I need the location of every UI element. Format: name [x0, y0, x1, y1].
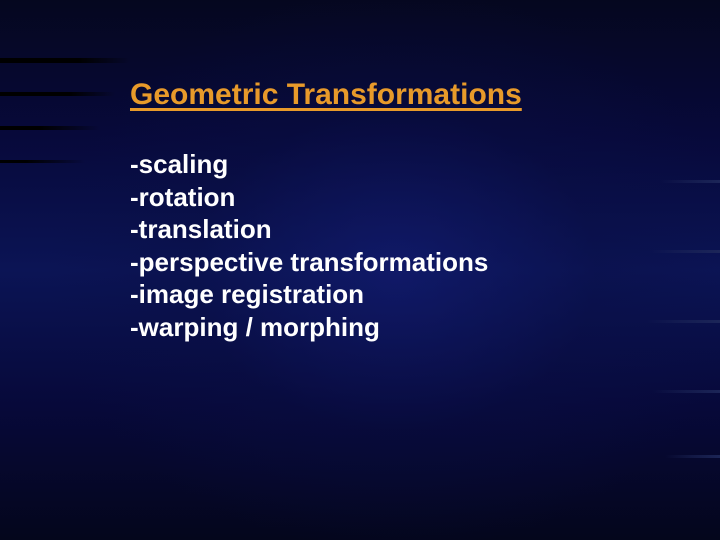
list-item-text: warping / morphing: [139, 312, 380, 342]
list-item-text: translation: [139, 214, 272, 244]
bullet-dash: -: [130, 181, 139, 214]
bullet-dash: -: [130, 311, 139, 344]
slide-title: Geometric Transformations: [130, 78, 680, 112]
list-item-text: rotation: [139, 182, 236, 212]
bullet-dash: -: [130, 213, 139, 246]
list-item: - scaling: [130, 148, 680, 181]
decorative-streak-left: [0, 126, 100, 130]
list-item: - warping / morphing: [130, 311, 680, 344]
list-item: - rotation: [130, 181, 680, 214]
decorative-streak-left: [0, 58, 130, 63]
list-item-text: scaling: [139, 149, 229, 179]
decorative-streak-right: [665, 455, 720, 458]
list-item: - image registration: [130, 278, 680, 311]
decorative-streak-left: [0, 92, 115, 96]
decorative-streak-right: [652, 390, 720, 393]
list-item-text: image registration: [139, 279, 364, 309]
list-item-text: perspective transformations: [139, 247, 489, 277]
list-item: - translation: [130, 213, 680, 246]
list-item: - perspective transformations: [130, 246, 680, 279]
bullet-dash: -: [130, 278, 139, 311]
bullet-dash: -: [130, 246, 139, 279]
bullet-dash: -: [130, 148, 139, 181]
decorative-streak-left: [0, 160, 85, 163]
slide-items: - scaling - rotation - translation - per…: [130, 148, 680, 343]
slide-content: Geometric Transformations - scaling - ro…: [130, 78, 680, 343]
